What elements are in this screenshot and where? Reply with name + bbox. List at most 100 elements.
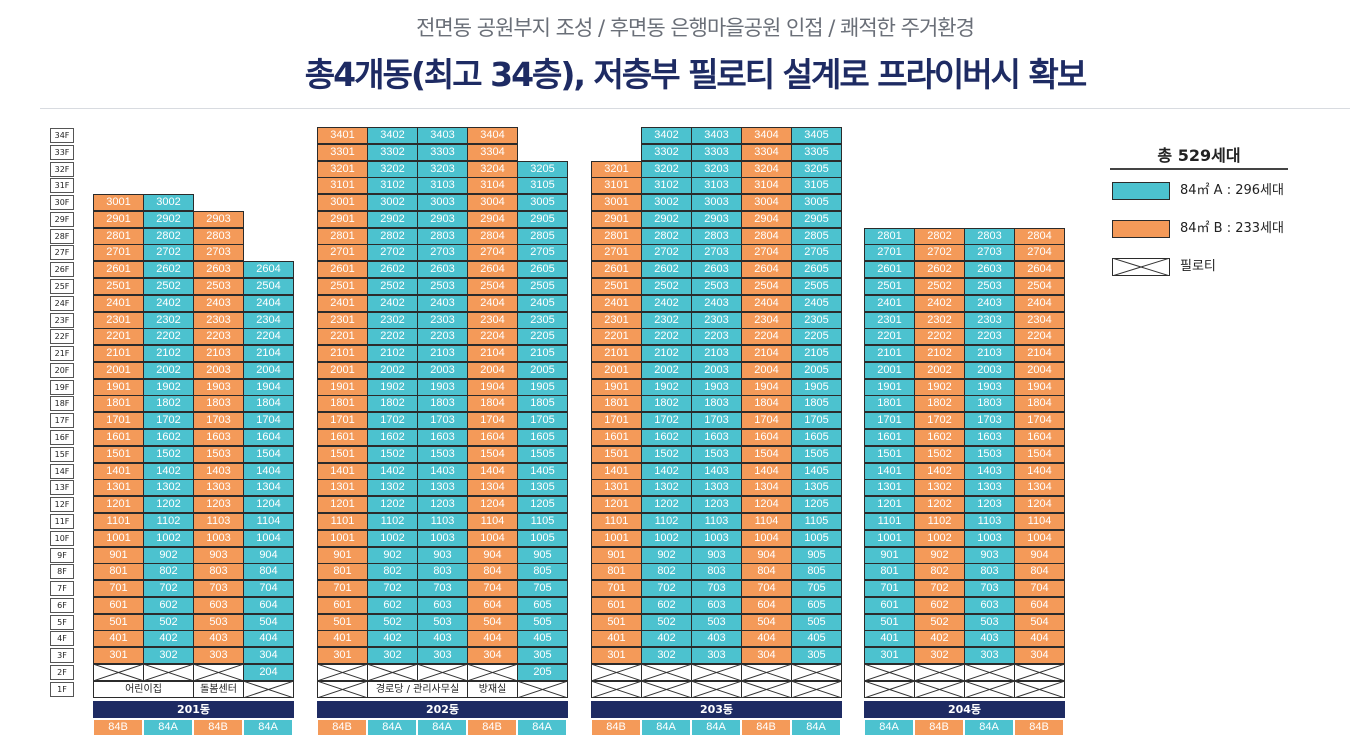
unit-cell: 1003 xyxy=(417,529,468,547)
unit-cell: 705 xyxy=(791,580,842,598)
unit-cell: 1802 xyxy=(143,395,194,413)
legend-swatch-84b xyxy=(1112,220,1170,238)
unit-cell: 1801 xyxy=(317,395,368,413)
unit-cell: 1503 xyxy=(417,445,468,463)
line-type-label: 84B xyxy=(591,719,641,736)
unit-cell: 1702 xyxy=(914,412,965,430)
unit-cell: 3103 xyxy=(691,177,742,195)
piloti-cell xyxy=(691,663,742,681)
unit-cell: 2102 xyxy=(143,345,194,363)
unit-cell: 1702 xyxy=(641,412,692,430)
unit-cell: 2903 xyxy=(691,210,742,228)
line-type-label: 84B xyxy=(317,719,367,736)
unit-cell: 604 xyxy=(467,596,518,614)
unit-cell: 1003 xyxy=(193,529,244,547)
unit-cell: 2405 xyxy=(517,294,568,312)
unit-cell: 2901 xyxy=(591,210,642,228)
legend-swatch-piloti xyxy=(1112,258,1170,276)
floor-label: 9F xyxy=(50,547,74,563)
unit-cell: 704 xyxy=(243,580,294,598)
unit-cell: 3303 xyxy=(417,143,468,161)
unit-cell: 1604 xyxy=(741,429,792,447)
unit-cell: 1401 xyxy=(591,462,642,480)
unit-cell: 1804 xyxy=(467,395,518,413)
unit-cell: 501 xyxy=(93,613,144,631)
unit-cell: 2301 xyxy=(317,311,368,329)
unit-cell: 1205 xyxy=(791,496,842,514)
floor-label: 30F xyxy=(50,195,74,211)
unit-cell: 2401 xyxy=(864,294,915,312)
unit-cell: 1701 xyxy=(93,412,144,430)
unit-cell: 2201 xyxy=(591,328,642,346)
unit-cell: 702 xyxy=(367,580,418,598)
unit-cell: 1503 xyxy=(964,445,1015,463)
unit-cell: 2601 xyxy=(864,261,915,279)
unit-cell: 1005 xyxy=(791,529,842,547)
unit-cell: 1204 xyxy=(1014,496,1065,514)
facility-label: 어린이집 xyxy=(93,680,194,698)
unit-cell: 603 xyxy=(417,596,468,614)
line-type-label: 84B xyxy=(93,719,143,736)
unit-cell: 1804 xyxy=(243,395,294,413)
floor-label: 23F xyxy=(50,312,74,328)
unit-cell: 403 xyxy=(964,630,1015,648)
unit-cell: 905 xyxy=(791,546,842,564)
unit-cell: 2803 xyxy=(417,227,468,245)
unit-cell: 1905 xyxy=(517,378,568,396)
unit-cell: 2403 xyxy=(193,294,244,312)
unit-cell: 2502 xyxy=(143,278,194,296)
unit-cell: 3202 xyxy=(641,160,692,178)
unit-cell: 2602 xyxy=(641,261,692,279)
unit-cell: 1303 xyxy=(193,479,244,497)
unit-cell: 1103 xyxy=(964,512,1015,530)
unit-cell: 1801 xyxy=(93,395,144,413)
building-name-bar: 201동 xyxy=(93,701,294,718)
floor-label: 19F xyxy=(50,379,74,395)
unit-cell: 503 xyxy=(417,613,468,631)
unit-cell: 1201 xyxy=(864,496,915,514)
unit-cell: 2302 xyxy=(367,311,418,329)
unit-cell: 2001 xyxy=(93,361,144,379)
unit-cell: 1204 xyxy=(243,496,294,514)
unit-cell: 703 xyxy=(193,580,244,598)
unit-cell: 2702 xyxy=(641,244,692,262)
unit-cell: 303 xyxy=(417,647,468,665)
unit-cell: 1304 xyxy=(243,479,294,497)
floor-label: 31F xyxy=(50,178,74,194)
unit-cell: 2204 xyxy=(467,328,518,346)
unit-cell: 402 xyxy=(641,630,692,648)
unit-cell: 2501 xyxy=(591,278,642,296)
unit-cell: 1704 xyxy=(1014,412,1065,430)
unit-cell: 2101 xyxy=(864,345,915,363)
unit-cell: 901 xyxy=(317,546,368,564)
unit-cell: 2903 xyxy=(417,210,468,228)
legend-title: 총 529세대 xyxy=(1157,146,1241,165)
unit-cell: 3202 xyxy=(367,160,418,178)
unit-cell: 804 xyxy=(467,563,518,581)
unit-cell: 605 xyxy=(517,596,568,614)
unit-cell: 903 xyxy=(417,546,468,564)
unit-cell: 2404 xyxy=(1014,294,1065,312)
unit-cell: 1704 xyxy=(467,412,518,430)
unit-cell: 1605 xyxy=(517,429,568,447)
unit-cell: 2103 xyxy=(417,345,468,363)
unit-cell: 1001 xyxy=(317,529,368,547)
unit-cell: 901 xyxy=(591,546,642,564)
unit-cell: 1204 xyxy=(467,496,518,514)
unit-cell: 1601 xyxy=(864,429,915,447)
unit-cell: 3001 xyxy=(317,194,368,212)
unit-cell: 701 xyxy=(317,580,368,598)
unit-cell: 2805 xyxy=(791,227,842,245)
piloti-cell xyxy=(1014,680,1065,698)
unit-cell: 1001 xyxy=(864,529,915,547)
unit-cell: 2403 xyxy=(691,294,742,312)
unit-cell: 1803 xyxy=(964,395,1015,413)
unit-cell: 1403 xyxy=(964,462,1015,480)
unit-cell: 1805 xyxy=(517,395,568,413)
unit-cell: 1903 xyxy=(691,378,742,396)
unit-cell: 2205 xyxy=(791,328,842,346)
unit-cell: 305 xyxy=(791,647,842,665)
unit-cell: 1905 xyxy=(791,378,842,396)
unit-cell: 2501 xyxy=(864,278,915,296)
unit-cell: 2701 xyxy=(591,244,642,262)
